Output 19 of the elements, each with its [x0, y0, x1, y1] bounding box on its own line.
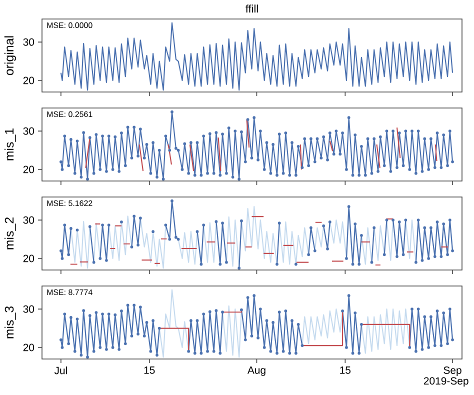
x-tick-label: 15: [340, 366, 351, 374]
text: 2019-Sep: [424, 377, 468, 387]
y-tick-label: 20: [23, 76, 34, 84]
y-tick-label: 30: [23, 216, 34, 224]
y-axis-title: original: [4, 36, 16, 76]
x-tick-label: Jul: [54, 366, 67, 374]
y-axis-title: mis_3: [4, 306, 16, 338]
y-axis-title: mis_1: [4, 128, 16, 160]
y-tick-label: 20: [23, 254, 34, 262]
chart-title: ffill: [246, 4, 258, 13]
y-tick-label: 30: [23, 127, 34, 135]
y-axis-title: mis_2: [4, 218, 16, 250]
y-tick-label: 30: [23, 38, 34, 46]
y-tick-label: 30: [23, 305, 34, 313]
x-tick-label: 15: [144, 366, 155, 374]
y-tick-label: 20: [23, 344, 34, 352]
x-tick-label: Sep: [444, 366, 462, 376]
x-tick-label: Aug: [247, 366, 266, 376]
y-tick-label: 20: [23, 166, 34, 174]
